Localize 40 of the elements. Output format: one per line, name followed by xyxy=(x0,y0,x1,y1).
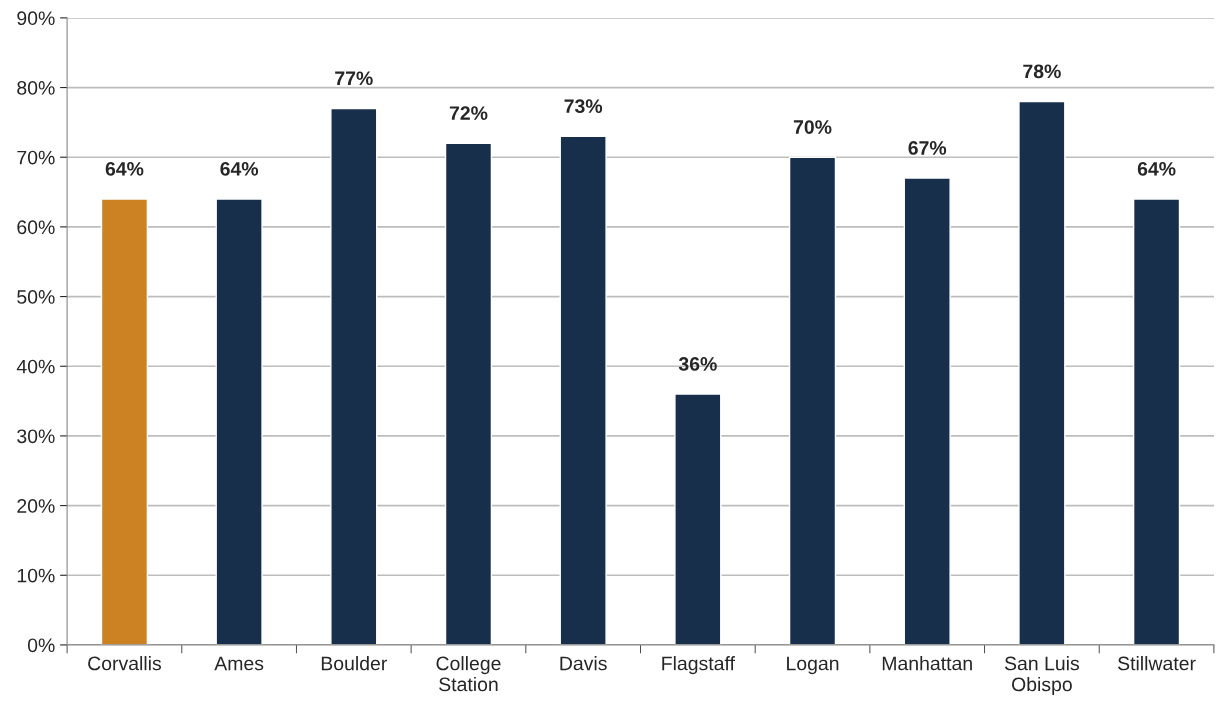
data-label: 67% xyxy=(908,141,947,155)
data-label: 64% xyxy=(1137,161,1176,176)
y-tick-label: 60% xyxy=(17,220,55,235)
data-label: 70% xyxy=(793,120,832,134)
y-tick-label: 40% xyxy=(16,359,55,374)
x-tick-label: San Luis Obispo xyxy=(1004,656,1080,696)
data-label: 78% xyxy=(1023,64,1061,79)
bar xyxy=(1132,198,1181,645)
data-label: 72% xyxy=(449,106,488,120)
bar xyxy=(330,107,378,645)
bar xyxy=(674,393,722,645)
bar xyxy=(444,142,493,645)
y-tick-label: 30% xyxy=(17,429,55,444)
data-label: 73% xyxy=(564,99,603,114)
bar xyxy=(100,198,149,645)
data-label: 64% xyxy=(105,161,144,176)
y-tick-label: 80% xyxy=(17,81,55,95)
data-label: 36% xyxy=(678,357,717,371)
x-tick-label: College Station xyxy=(436,656,501,692)
bar xyxy=(903,177,951,645)
bar xyxy=(1018,100,1066,645)
x-tick-label: Logan xyxy=(787,656,839,675)
data-label: 77% xyxy=(335,71,373,86)
x-tick-label: Davis xyxy=(560,656,607,671)
y-tick-label: 70% xyxy=(17,150,55,165)
bar xyxy=(215,198,263,645)
y-tick-label: 10% xyxy=(17,568,55,583)
x-tick-label: Ames xyxy=(214,656,264,671)
x-tick-label: Boulder xyxy=(321,656,387,671)
bar xyxy=(559,135,607,645)
data-label: 64% xyxy=(220,161,259,176)
x-tick-label: Manhattan xyxy=(882,656,972,671)
x-tick-label: Corvallis xyxy=(88,656,162,671)
y-tick-label: 0% xyxy=(27,638,55,653)
y-tick-label: 20% xyxy=(17,499,55,513)
x-tick-label: Flagstaff xyxy=(662,656,735,675)
y-tick-label: 50% xyxy=(17,290,55,304)
y-tick-label: 90% xyxy=(17,11,55,26)
x-tick-label: Stillwater xyxy=(1118,656,1196,671)
bar xyxy=(788,156,837,645)
